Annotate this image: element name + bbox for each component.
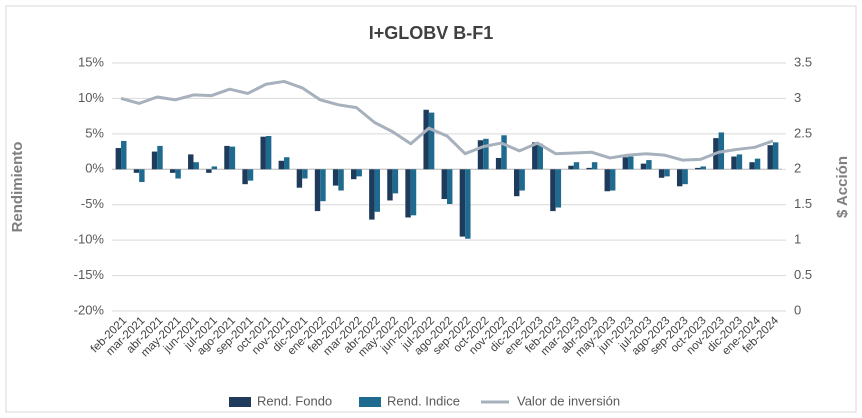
bar [302,169,308,179]
legend-swatch [359,397,381,407]
bar [369,169,375,220]
chart-title: I+GLOBV B-F1 [369,23,494,43]
bar [133,169,140,173]
bar [121,140,127,170]
bar [749,162,755,170]
bar [622,157,629,170]
bar [374,169,380,212]
bar [640,163,647,170]
bar [296,169,303,188]
bar [320,169,326,202]
bar [423,109,429,170]
line [120,79,774,162]
y2-tick-label: 2.5 [794,125,812,140]
bar [658,169,665,178]
bar [247,169,254,181]
legend-swatch [229,397,251,407]
bar [483,138,489,170]
y-axis-title: Rendimiento [9,142,26,233]
bar [459,169,466,237]
y-tick-label: 15% [78,54,104,69]
bar [139,169,145,183]
bar [356,169,362,177]
bar [767,145,773,170]
bar [555,169,562,208]
bar [405,169,411,218]
y2-tick-label: 3.5 [794,54,812,69]
bar [428,112,435,170]
bar [604,169,610,192]
bar [495,157,502,170]
bar [447,169,453,205]
y-tick-label: 0% [85,161,104,176]
bar [242,169,248,185]
y2-axis-title: $ Acción [834,156,851,218]
bar [115,148,122,170]
bar [332,169,339,186]
bar [754,158,761,170]
bar [682,169,688,185]
bar [314,169,321,212]
bar [260,136,266,170]
y2-tick-label: 2 [794,161,801,176]
bar [514,169,520,197]
bar [736,154,743,170]
bar [175,169,181,179]
bar [169,169,176,173]
bar [664,169,670,177]
bar [628,156,634,170]
y2-tick-label: 3 [794,90,801,105]
bar [351,169,357,180]
y2-tick-label: 0.5 [794,267,812,282]
bar [410,169,417,216]
bar [387,169,393,201]
legend-label: Rend. Fondo [257,393,332,408]
bar [477,140,484,170]
chart-frame [5,5,857,413]
legend-label: Valor de inversión [517,393,620,408]
y-tick-label: 5% [85,125,104,140]
bar [646,160,652,170]
bar [392,169,399,194]
bar [731,156,737,170]
bar [573,162,580,170]
bar [568,165,574,170]
y-tick-label: -15% [74,267,105,282]
bar [586,167,592,170]
bar [609,169,616,191]
y-tick-label: -20% [74,302,105,317]
bar [229,146,236,170]
bar [676,169,683,187]
legend-label: Rend. Indice [387,393,460,408]
bar [537,143,543,170]
bar [157,145,163,170]
bar [519,169,525,191]
y-tick-label: -10% [74,232,105,247]
bar [338,169,344,191]
bar [772,142,779,170]
bar [211,166,218,170]
bar [206,169,212,173]
y-tick-label: -5% [81,196,105,211]
bar [441,169,447,200]
bar [188,154,194,170]
y-tick-label: 10% [78,90,104,105]
y2-tick-label: 1.5 [794,196,812,211]
bar [151,151,158,170]
bar [591,162,598,170]
bar [265,135,272,170]
bar [278,160,285,170]
bar [700,166,706,170]
y2-tick-label: 0 [794,302,801,317]
bar [193,162,199,170]
bar [501,135,507,170]
bar [550,169,556,212]
y2-tick-label: 1 [794,232,801,247]
bar [224,145,230,170]
bar [532,142,538,170]
bar [695,167,701,170]
bar [284,157,290,170]
bar [465,169,471,239]
